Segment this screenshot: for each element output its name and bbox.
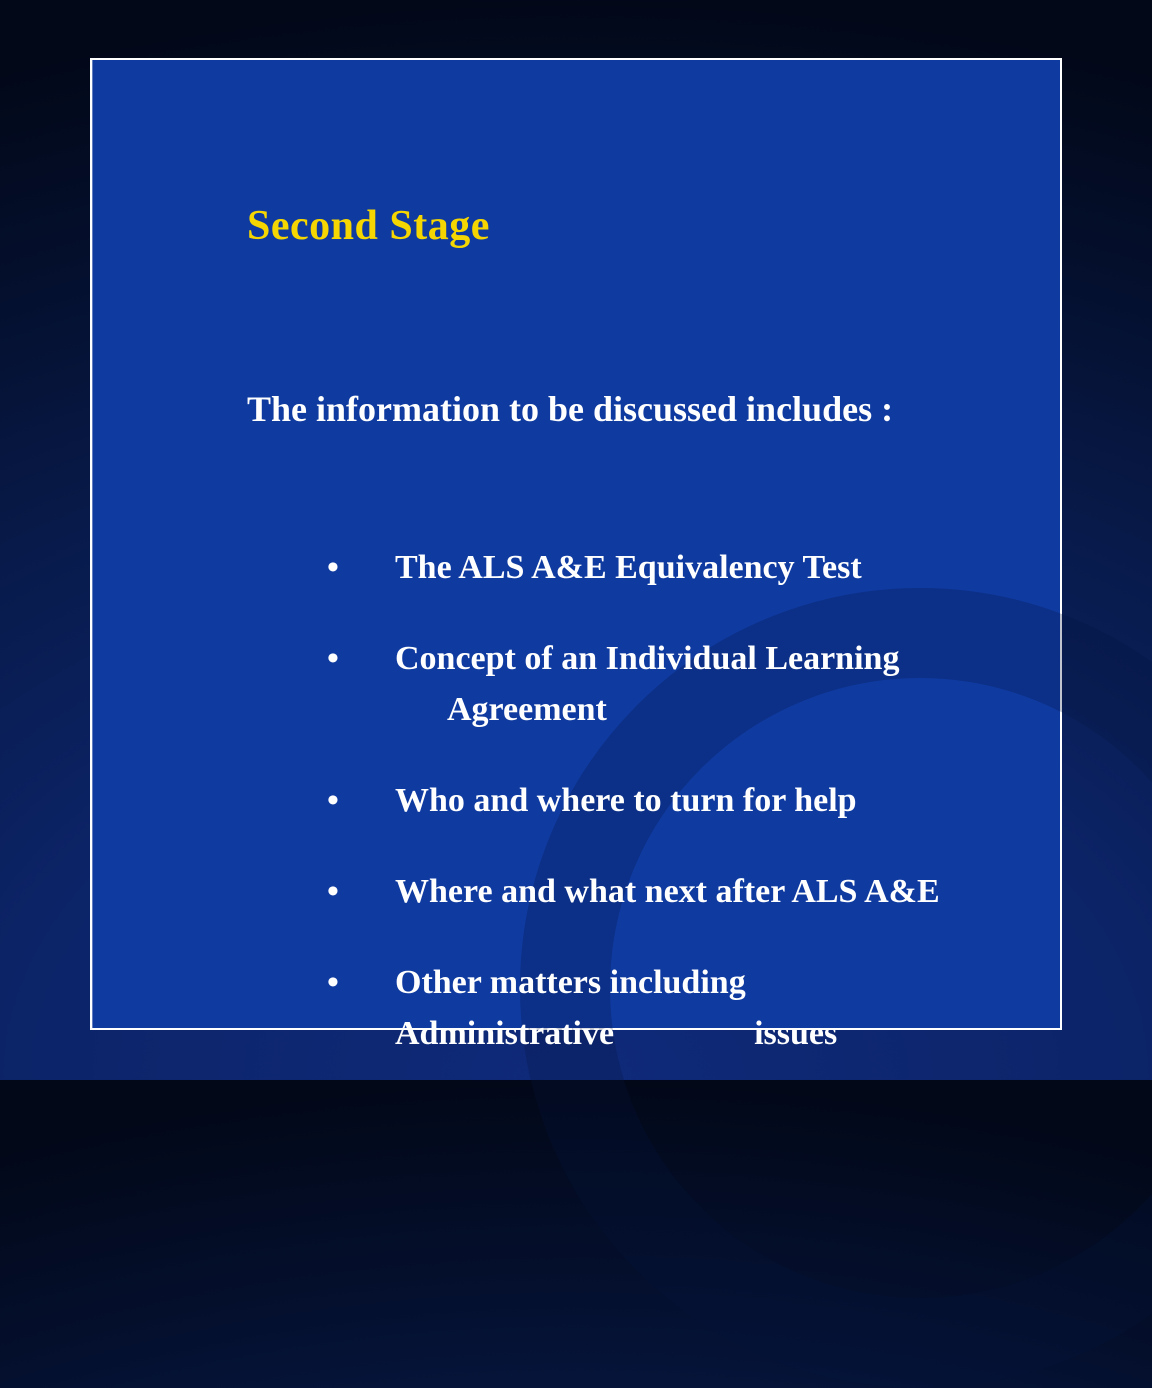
bullet-dot-icon: • bbox=[327, 957, 339, 1008]
slide-frame: Second Stage The information to be discu… bbox=[90, 58, 1062, 1030]
bullet-text-line2: Agreement bbox=[395, 684, 970, 735]
bullet-text-line1: Concept of an Individual Learning bbox=[395, 640, 899, 677]
bullet-text-part-b: issues bbox=[754, 1015, 837, 1052]
bullet-text: The ALS A&E Equivalency Test bbox=[395, 549, 862, 586]
slide-title: Second Stage bbox=[247, 202, 490, 250]
bullet-item-2: • Concept of an Individual Learning Agre… bbox=[327, 633, 970, 735]
bullet-text: Who and where to turn for help bbox=[395, 782, 857, 819]
bullet-text-part-a: Administrative bbox=[395, 1015, 614, 1052]
bullet-dot-icon: • bbox=[327, 633, 339, 684]
bullet-dot-icon: • bbox=[327, 542, 339, 593]
bullet-dot-icon: • bbox=[327, 775, 339, 826]
bullet-item-1: • The ALS A&E Equivalency Test bbox=[327, 542, 970, 593]
bullet-dot-icon: • bbox=[327, 866, 339, 917]
bullet-text: Where and what next after ALS A&E bbox=[395, 873, 940, 910]
bullet-item-5: • Other matters including Administrative… bbox=[327, 957, 970, 1059]
bullet-item-4: • Where and what next after ALS A&E bbox=[327, 866, 970, 917]
bullet-item-3: • Who and where to turn for help bbox=[327, 775, 970, 826]
bullet-list: • The ALS A&E Equivalency Test • Concept… bbox=[327, 542, 970, 1099]
slide-intro-line: The information to be discussed includes… bbox=[247, 388, 893, 430]
bullet-text-line1: Other matters including bbox=[395, 964, 746, 1001]
